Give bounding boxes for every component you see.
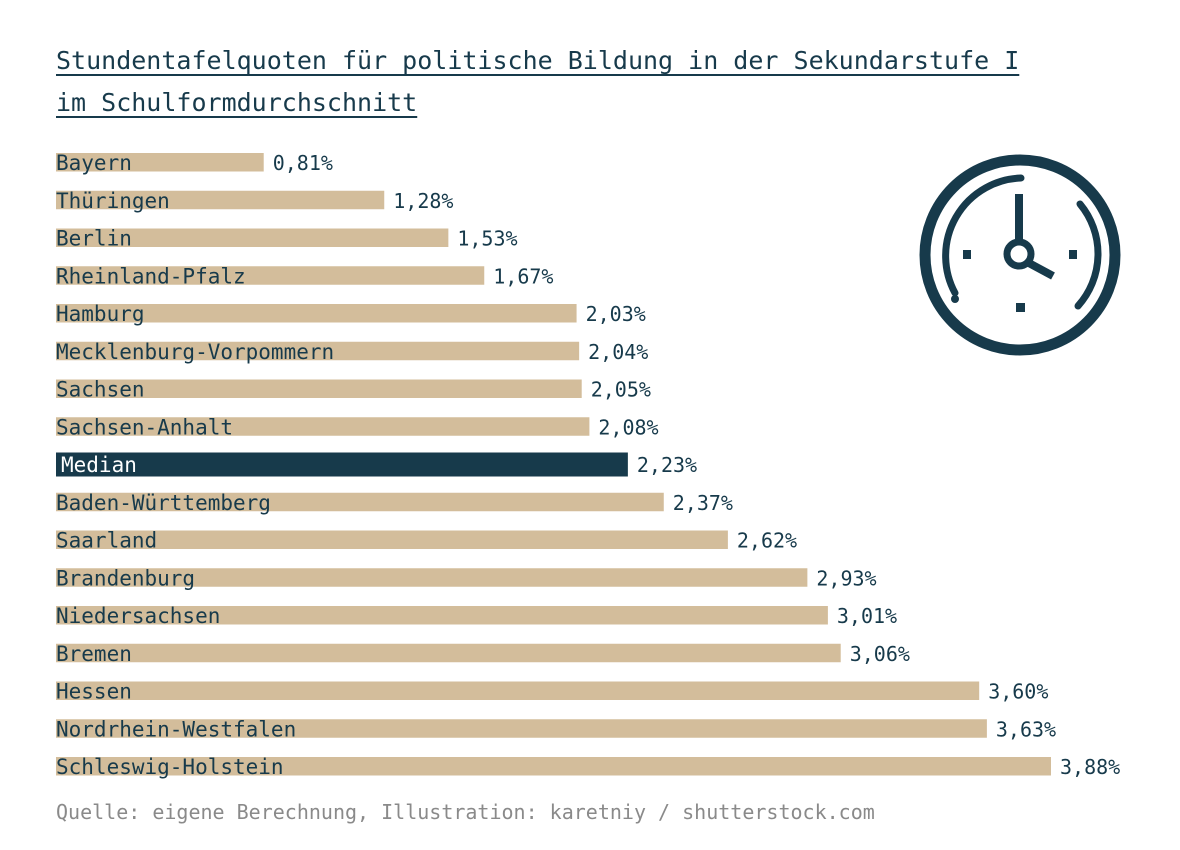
title-line-2: im Schulformdurchschnitt <box>56 88 418 117</box>
category-label: Saarland <box>56 529 157 553</box>
value-label: 3,63% <box>996 717 1056 741</box>
category-label: Hessen <box>56 680 132 704</box>
value-label: 3,60% <box>988 680 1048 704</box>
bar-bremen <box>56 643 841 663</box>
category-label: Niedersachsen <box>56 604 220 628</box>
value-label: 0,81% <box>273 151 333 175</box>
value-label: 2,05% <box>591 378 651 402</box>
category-label: Brandenburg <box>56 566 195 590</box>
value-label: 2,62% <box>737 529 797 553</box>
category-label: Baden-Württemberg <box>56 491 271 515</box>
value-label: 3,01% <box>837 604 897 628</box>
bar-sachsen <box>56 379 582 398</box>
bar-mecklenburg-vorpommern <box>56 341 580 361</box>
category-label: Schleswig-Holstein <box>56 755 284 779</box>
source-note: Quelle: eigene Berechnung, Illustration:… <box>56 800 875 824</box>
category-label: Thüringen <box>56 189 170 213</box>
bar-brandenburg <box>56 568 808 587</box>
bar-schleswig-holstein <box>56 757 1051 776</box>
value-label: 3,06% <box>850 642 910 666</box>
bar-niedersachsen <box>56 606 828 625</box>
category-label: Nordrhein-Westfalen <box>56 717 296 741</box>
value-label: 2,37% <box>673 491 733 515</box>
value-label: 2,93% <box>816 566 876 590</box>
category-label: Bremen <box>56 642 132 666</box>
category-label: Median <box>61 453 137 477</box>
chart-title: Stundentafelquoten für politische Bildun… <box>56 40 1056 124</box>
bar-saarland <box>56 530 728 549</box>
bar-thüringen <box>56 190 385 210</box>
category-label: Hamburg <box>56 302 145 326</box>
category-label: Sachsen-Anhalt <box>56 415 233 439</box>
bar-baden-württemberg <box>56 492 664 512</box>
bar-hessen <box>56 681 980 700</box>
category-label: Mecklenburg-Vorpommern <box>56 340 334 364</box>
bar-rheinland-pfalz <box>56 266 485 285</box>
bar-nordrhein-westfalen <box>56 719 987 738</box>
category-label: Rheinland-Pfalz <box>56 264 246 288</box>
title-line-1: Stundentafelquoten für politische Bildun… <box>56 46 1020 75</box>
bar-berlin <box>56 228 449 247</box>
value-label: 3,88% <box>1060 755 1120 779</box>
category-label: Sachsen <box>56 378 145 402</box>
category-label: Bayern <box>56 151 132 175</box>
category-label: Berlin <box>56 227 132 251</box>
bar-hamburg <box>56 304 577 323</box>
bar-chart: Bayern 0,81% Thüringen 1,28% Berlin 1,53% Rhei… <box>56 151 1120 779</box>
value-label: 1,28% <box>393 189 453 213</box>
clock-icon <box>919 154 1121 356</box>
value-label: 2,04% <box>588 340 648 364</box>
value-label: 1,67% <box>493 264 553 288</box>
bar-median <box>56 452 628 477</box>
value-label: 1,53% <box>457 227 517 251</box>
bar-bayern <box>56 153 264 172</box>
value-label: 2,23% <box>637 453 697 477</box>
bar-sachsen-anhalt <box>56 417 590 436</box>
value-label: 2,08% <box>598 415 658 439</box>
value-label: 2,03% <box>586 302 646 326</box>
